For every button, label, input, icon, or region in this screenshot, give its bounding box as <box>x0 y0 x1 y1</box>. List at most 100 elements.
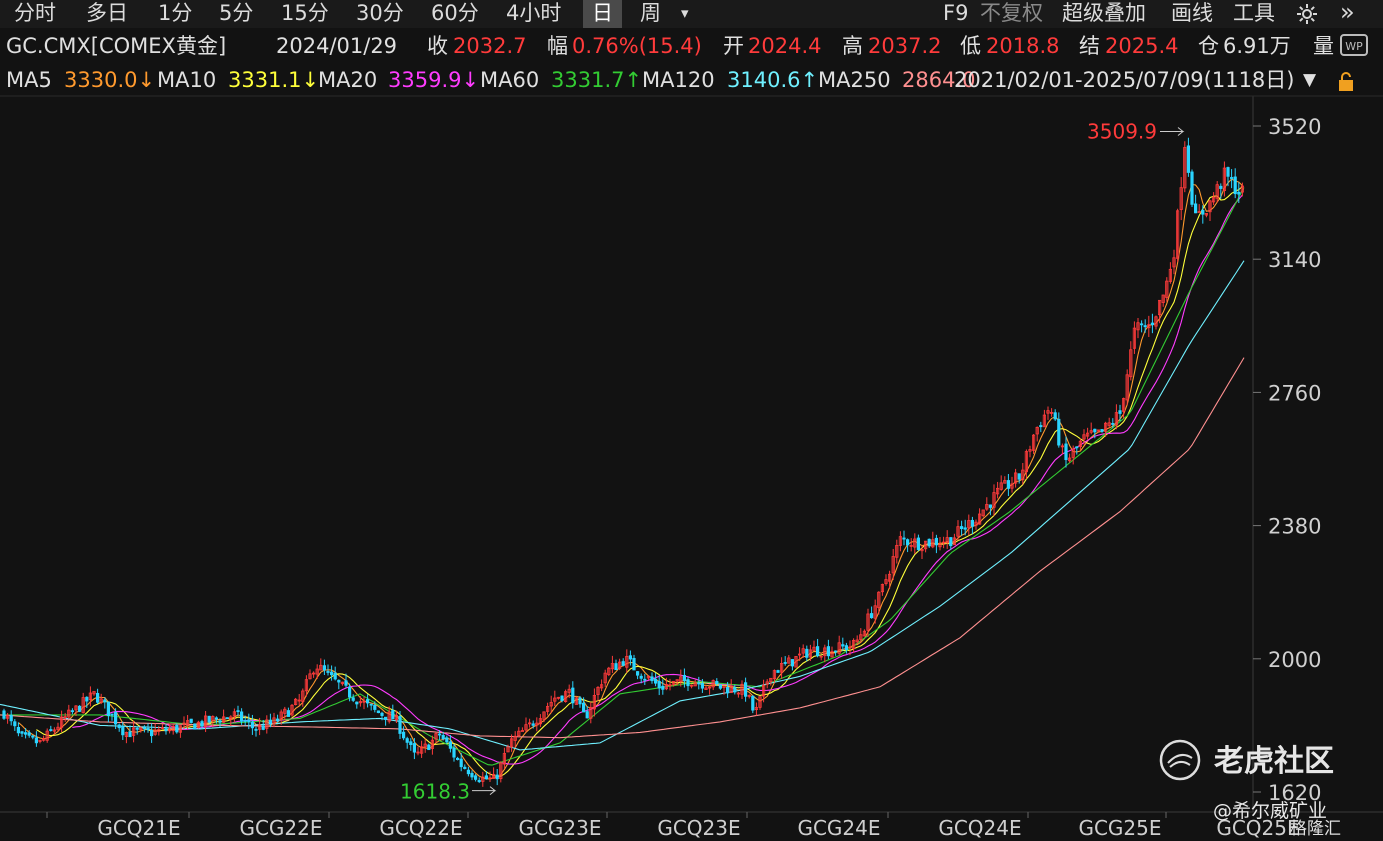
candle-body <box>92 691 96 695</box>
candle-body <box>574 697 579 705</box>
tab-weekly[interactable]: 周 <box>640 1 661 25</box>
candle-body <box>398 716 402 734</box>
max-price-label: 3509.9 <box>1087 120 1157 144</box>
author-credit: @希尔威矿业 <box>1213 800 1328 822</box>
candle-body <box>1140 323 1144 326</box>
date-range[interactable]: 2021/02/01-2025/07/09(1118日) <box>954 68 1295 92</box>
candle-body <box>211 716 215 721</box>
candle-body <box>1154 316 1158 327</box>
candle-body <box>308 673 312 680</box>
candle-body <box>751 695 755 711</box>
candle-body <box>906 539 910 546</box>
draw-line-button[interactable]: 画线 <box>1171 1 1213 25</box>
candle-body <box>135 727 139 730</box>
candle-body <box>589 707 593 719</box>
candle-body <box>999 482 1003 490</box>
candle-body <box>880 584 885 593</box>
tab-daily[interactable]: 日 <box>583 0 622 28</box>
candle-body <box>643 678 647 681</box>
candle-body <box>826 646 831 657</box>
candle-body <box>1100 429 1104 432</box>
candle-body <box>715 681 719 685</box>
candle-body <box>283 708 287 714</box>
candle-body <box>405 738 409 743</box>
candle-body <box>243 720 247 722</box>
tab-30min[interactable]: 30分 <box>356 1 404 25</box>
candle-body <box>193 723 197 730</box>
candle-body <box>776 670 780 673</box>
tab-intraday[interactable]: 分时 <box>14 1 56 25</box>
tab-15min[interactable]: 15分 <box>281 1 329 25</box>
super-overlay-button[interactable]: 超级叠加 <box>1062 1 1146 25</box>
wp-badge-icon[interactable]: WP <box>1340 34 1368 56</box>
tab-multi-day[interactable]: 多日 <box>86 1 128 25</box>
candle-body <box>42 738 46 741</box>
candle-body <box>1161 294 1165 303</box>
candle-body <box>1035 426 1039 435</box>
candle-body <box>1136 322 1140 331</box>
candle-body <box>974 521 978 526</box>
candle-body <box>542 711 546 720</box>
candle-body <box>560 695 564 701</box>
candle-body <box>556 696 561 699</box>
candle-body <box>1129 349 1133 378</box>
more-periods-icon[interactable]: ▾ <box>681 4 689 22</box>
candle-body <box>1082 434 1086 440</box>
ma60-value: 3331.7↑ <box>551 68 643 92</box>
candle-body <box>596 686 600 695</box>
candle-body <box>99 698 103 703</box>
low-value: 2018.8 <box>986 34 1060 58</box>
candle-body <box>383 716 388 720</box>
candle-body <box>877 591 881 609</box>
candle-body <box>675 679 679 682</box>
candle-body <box>841 644 845 647</box>
extreme-markers: 3509.9 1618.3 <box>400 120 1185 804</box>
candle-body <box>412 743 417 753</box>
candle-body <box>286 710 291 717</box>
quote-info-bar: GC.CMX[COMEX黄金] 2024/01/29 收 2032.7 幅 0.… <box>0 30 1383 62</box>
range-dropdown-icon[interactable]: ▼ <box>1303 70 1317 90</box>
tools-button[interactable]: 工具 <box>1233 1 1275 25</box>
expand-icon[interactable]: » <box>1340 0 1355 26</box>
tab-60min[interactable]: 60分 <box>431 1 479 25</box>
candle-body <box>78 705 82 712</box>
candle-body <box>1226 167 1230 177</box>
candle-body <box>1168 268 1172 282</box>
candle-body <box>153 729 157 735</box>
candle-body <box>553 697 557 702</box>
oi-value: 6.91万 <box>1223 34 1291 58</box>
candle-body <box>614 663 618 671</box>
candle-body <box>819 655 823 658</box>
candle-body <box>1179 187 1183 210</box>
candle-body <box>744 682 748 697</box>
candle-body <box>538 718 543 725</box>
candle-body <box>513 735 517 741</box>
candle-body <box>1089 430 1093 433</box>
candle-body <box>722 685 726 689</box>
candle-body <box>1165 280 1169 298</box>
high-label: 高 <box>842 34 863 58</box>
tab-5min[interactable]: 5分 <box>219 1 254 25</box>
candle-body <box>808 649 813 658</box>
candle-body <box>1208 200 1212 213</box>
candle-body <box>221 716 226 723</box>
no-adjust-button[interactable]: 不复权 <box>980 1 1043 25</box>
price-axis: 3520 3140 2760 2380 2000 1620 <box>1253 115 1321 805</box>
gear-icon[interactable] <box>1295 2 1319 26</box>
candle-body <box>74 705 78 711</box>
ma120-line <box>0 260 1245 751</box>
candle-body <box>1150 322 1154 326</box>
candle-body <box>20 731 24 734</box>
candle-body <box>1003 480 1007 484</box>
lock-icon[interactable] <box>1336 72 1358 92</box>
candle-body <box>275 718 280 722</box>
tab-1min[interactable]: 1分 <box>158 1 193 25</box>
candle-body <box>506 746 510 753</box>
tab-4hour[interactable]: 4小时 <box>506 1 562 25</box>
candle-body <box>470 772 474 778</box>
f9-button[interactable]: F9 <box>943 1 969 25</box>
x-tick-label: GCG23E <box>518 816 601 840</box>
x-tick-label: GCQ22E <box>379 816 462 840</box>
candle-body <box>56 726 60 731</box>
